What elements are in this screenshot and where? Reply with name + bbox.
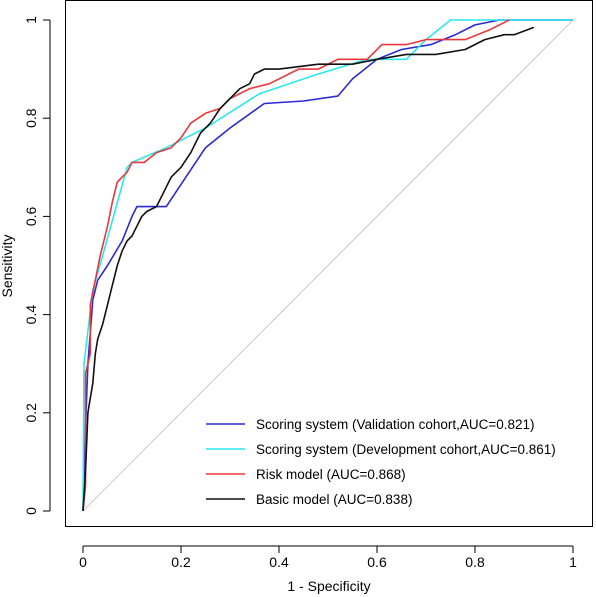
series-line-4 [82, 26, 535, 512]
x-tick-label-4: 0.8 [465, 554, 485, 570]
x-tick-label-2: 0.4 [269, 554, 289, 570]
x-tick-label-5: 1 [569, 554, 577, 570]
legend: Scoring system (Validation cohort,AUC=0.… [206, 417, 556, 507]
plot-area [65, 0, 593, 527]
y-axis-title: Sensitivity [0, 234, 15, 297]
diagonal-reference-line [82, 19, 574, 512]
plot-frame [65, 0, 593, 527]
y-tick-label-5: 1 [23, 16, 39, 24]
legend-label-3: Risk model (AUC=0.868) [256, 467, 406, 482]
y-tick-label-0: 0 [23, 507, 39, 515]
y-tick-label-3: 0.6 [23, 206, 39, 226]
x-tick-label-1: 0.2 [171, 554, 191, 570]
legend-label-1: Scoring system (Validation cohort,AUC=0.… [256, 417, 535, 432]
x-tick-label-3: 0.6 [367, 554, 387, 570]
series-group [82, 19, 573, 512]
x-axis: 0 0.2 0.4 0.6 0.8 1 [79, 545, 577, 570]
series-line-1 [82, 19, 573, 512]
y-tick-label-2: 0.4 [23, 305, 39, 325]
x-axis-title: 1 - Specificity [287, 578, 370, 594]
series-line-3 [82, 19, 510, 512]
y-tick-label-4: 0.8 [23, 108, 39, 128]
y-axis: 0 0.2 0.4 0.6 0.8 1 [23, 16, 51, 515]
legend-label-4: Basic model (AUC=0.838) [256, 492, 412, 507]
y-tick-label-1: 0.2 [23, 403, 39, 423]
x-tick-label-0: 0 [79, 554, 87, 570]
legend-label-2: Scoring system (Development cohort,AUC=0… [256, 442, 556, 457]
